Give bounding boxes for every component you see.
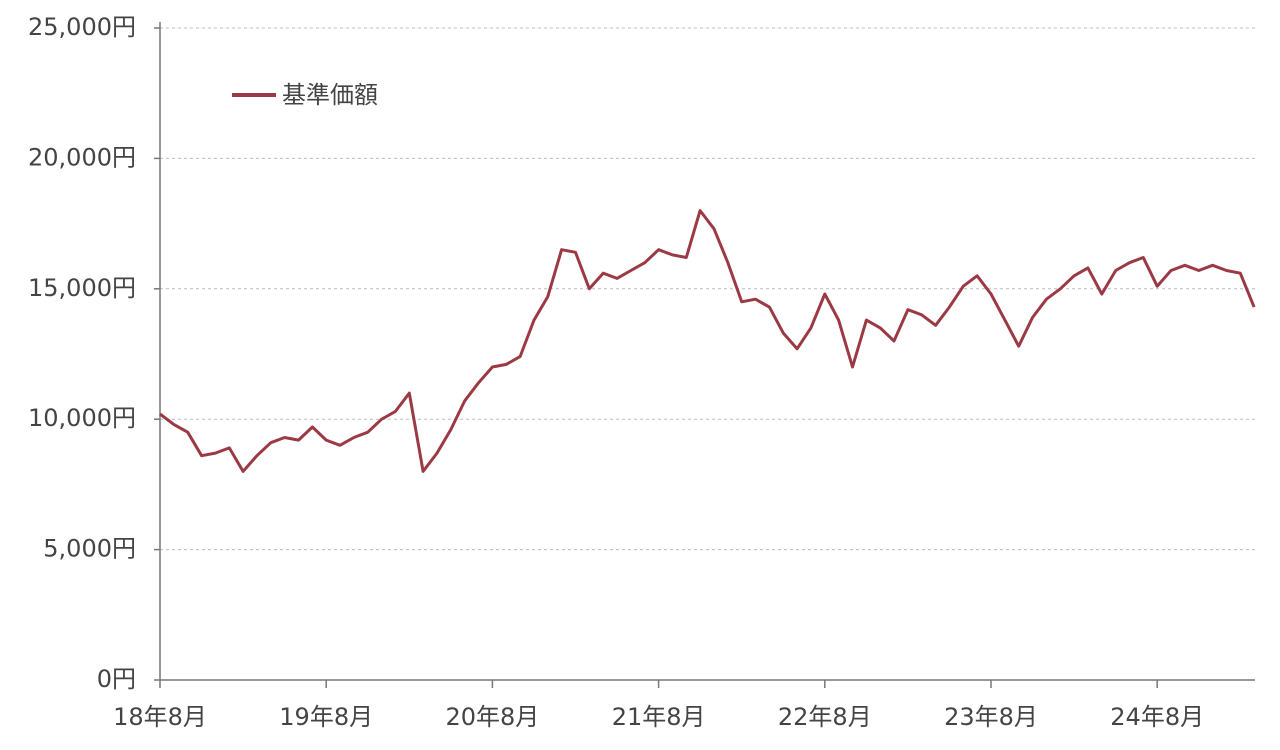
x-tick-label: 22年8月 [778,703,872,731]
line [159,209,1256,473]
y-tick-label: 5,000円 [43,535,136,563]
y-tick-label: 20,000円 [28,143,136,171]
x-tick-label: 21年8月 [612,703,706,731]
x-tick-label: 20年8月 [445,703,539,731]
x-tick-label: 24年8月 [1110,703,1204,731]
y-tick-label: 0円 [97,665,136,693]
x-tick-label: 19年8月 [279,703,373,731]
legend-label: 基準価額 [282,81,378,109]
y-tick-label: 15,000円 [28,274,136,302]
y-tick-label: 10,000円 [28,404,136,432]
x-tick-label: 23年8月 [944,703,1038,731]
y-tick-label: 25,000円 [28,13,136,41]
x-tick-label: 18年8月 [113,703,207,731]
